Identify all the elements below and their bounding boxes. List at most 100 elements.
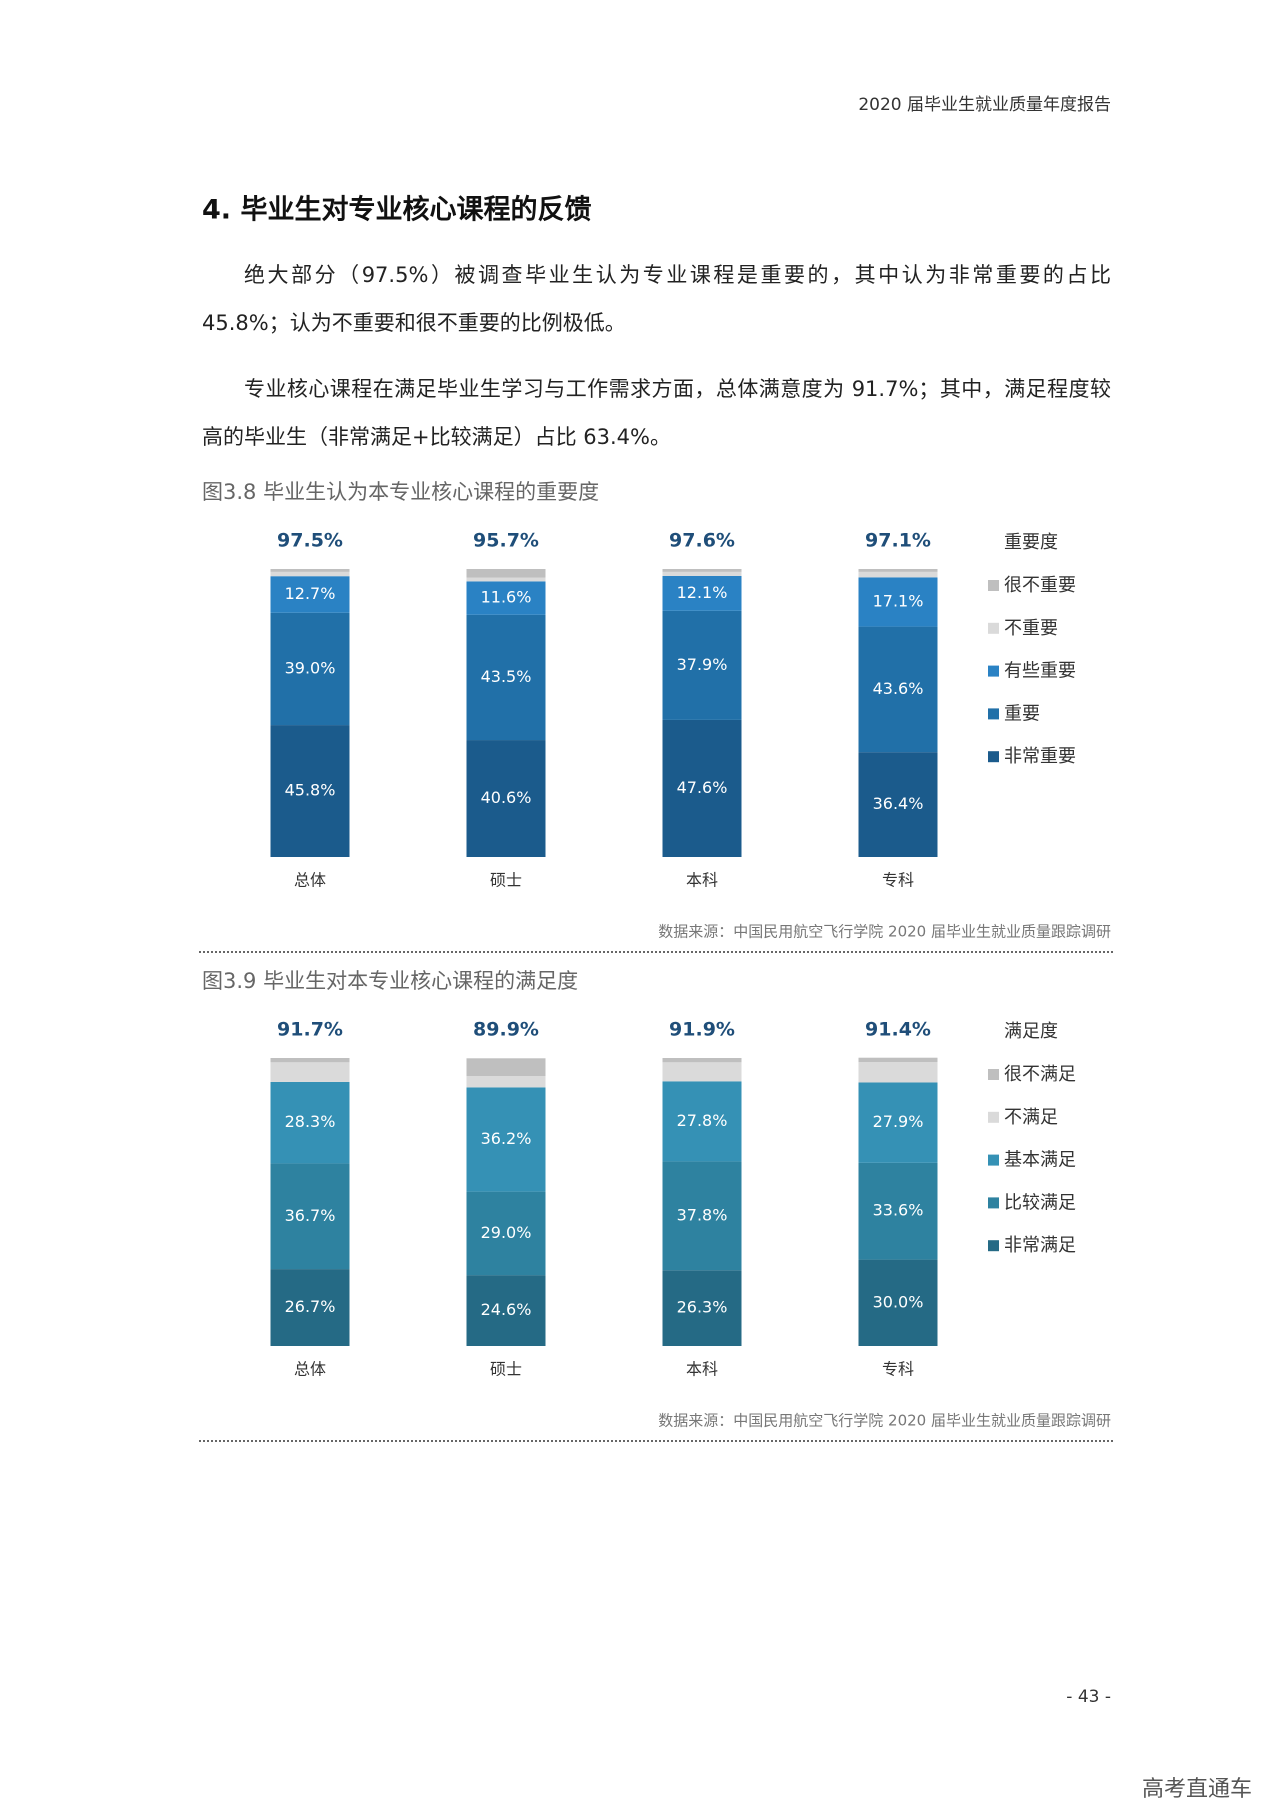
bar-segment [858,752,938,857]
segment-label: 27.9% [873,1112,924,1131]
legend-swatch [988,622,999,634]
bar-segment [662,1062,742,1082]
segment-label: 37.9% [677,655,728,674]
bar-segment [270,1269,350,1346]
bar-segment [858,577,938,627]
segment-label: 27.8% [677,1111,728,1130]
legend-swatch [988,1197,999,1209]
bar-segment [662,1270,742,1346]
segment-label: 30.0% [873,1292,924,1311]
legend-swatch [988,580,999,591]
segment-label: 26.7% [285,1297,336,1316]
segment-label: 43.6% [873,679,924,698]
legend-swatch [988,665,999,677]
bar-segment [270,1062,350,1082]
bar-segment [858,1162,938,1260]
bar-segment [270,576,350,613]
category-label: 本科 [686,1360,718,1379]
bar-segment [662,1081,742,1162]
legend-label: 很不重要 [1004,575,1076,596]
segment-label: 26.3% [677,1298,728,1317]
bar-segment [858,1259,938,1346]
category-label: 专科 [882,1360,914,1379]
bar-segment [858,1082,938,1163]
total-label: 97.1% [865,530,931,552]
bar-segment [466,614,546,741]
category-label: 总体 [294,1360,326,1379]
legend-label: 重要 [1004,703,1040,724]
bar-segment [270,1081,350,1164]
chart-title: 图3.9 毕业生对本专业核心课程的满足度 [202,969,578,993]
legend-label: 比较满足 [1004,1192,1076,1213]
category-label: 硕士 [490,871,522,890]
category-label: 本科 [686,871,718,890]
bar-segment [270,571,350,577]
legend-label: 不重要 [1004,618,1058,639]
bar-segment [662,610,742,720]
bar-segment [466,1275,546,1346]
segment-label: 12.1% [677,583,728,602]
total-label: 91.7% [277,1019,343,1041]
paragraph: 绝大部分（97.5%）被调查毕业生认为专业课程是重要的，其中认为非常重要的占比4… [202,263,1111,335]
bar-segment [270,569,350,572]
paragraph: 专业核心课程在满足毕业生学习与工作需求方面，总体满意度为 91.7%；其中，满足… [202,377,1111,449]
section-heading: 4. 毕业生对专业核心课程的反馈 [202,194,591,226]
legend-label: 基本满足 [1004,1150,1076,1171]
category-label: 硕士 [490,1360,522,1379]
bar-segment [858,571,938,578]
total-label: 97.5% [277,530,343,552]
segment-label: 43.5% [481,667,532,686]
running-header: 2020 届毕业生就业质量年度报告 [858,95,1111,115]
segment-label: 45.8% [285,781,336,800]
legend-swatch [988,708,999,720]
legend-label: 不满足 [1004,1107,1058,1128]
segment-label: 28.3% [285,1112,336,1131]
bar-segment [270,1163,350,1270]
bar-segment [662,1058,742,1063]
bar-segment [466,1191,546,1276]
segment-label: 36.2% [481,1129,532,1148]
bar-segment [270,612,350,726]
page-number: - 43 - [1066,1687,1111,1707]
legend-label: 非常重要 [1004,746,1076,767]
bar-segment [858,1062,938,1083]
bar-segment [270,1058,350,1063]
legend-swatch [988,751,999,763]
segment-label: 39.0% [285,658,336,677]
segment-label: 12.7% [285,584,336,603]
bar-segment [662,719,742,857]
bar-segment [858,1057,938,1063]
legend-label: 非常满足 [1004,1235,1076,1256]
bar-segment [662,1161,742,1271]
segment-label: 37.8% [677,1205,728,1224]
legend-swatch [988,1111,999,1123]
bar-segment [466,1076,546,1088]
total-label: 95.7% [473,530,539,552]
legend-swatch [988,1154,999,1166]
segment-label: 11.6% [481,588,532,607]
segment-label: 36.7% [285,1206,336,1225]
bar-segment [466,1058,546,1077]
category-label: 总体 [294,871,326,890]
category-label: 专科 [882,871,914,890]
source-note: 数据来源：中国民用航空飞行学院 2020 届毕业生就业质量跟踪调研 [658,1412,1111,1430]
bar-segment [466,1087,546,1192]
bar-segment [466,577,546,582]
source-note: 数据来源：中国民用航空飞行学院 2020 届毕业生就业质量跟踪调研 [658,923,1111,941]
bar-segment [466,569,546,578]
bar-segment [662,569,742,572]
total-label: 91.4% [865,1019,931,1041]
total-label: 91.9% [669,1019,735,1041]
total-label: 97.6% [669,530,735,552]
chart-title: 图3.8 毕业生认为本专业核心课程的重要度 [202,480,599,504]
segment-label: 47.6% [677,778,728,797]
legend-swatch [988,1240,999,1252]
segment-label: 33.6% [873,1201,924,1220]
segment-label: 24.6% [481,1300,532,1319]
bar-segment [466,740,546,857]
total-label: 89.9% [473,1019,539,1041]
bar-segment [858,569,938,572]
bar-segment [270,725,350,857]
watermark: 高考直通车 [1142,1777,1252,1802]
